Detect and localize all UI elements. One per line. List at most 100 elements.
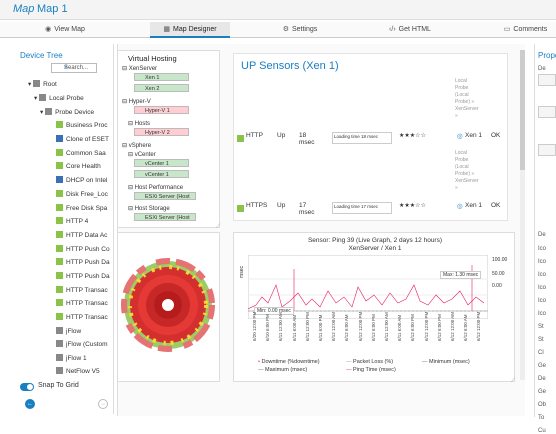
sensor-result: OK: [491, 202, 501, 209]
group-xenserver: ⊟ XenServer: [122, 66, 158, 72]
prop-item[interactable]: St: [538, 324, 544, 330]
resize-handle[interactable]: ⟋: [511, 378, 516, 384]
prop-item[interactable]: De: [538, 66, 546, 72]
tree-node-sensor[interactable]: Core Health: [56, 162, 101, 172]
tree-node-sensor[interactable]: HTTP Data Ac: [56, 231, 107, 241]
sensor-unknown-icon: [56, 354, 63, 361]
back-button[interactable]: ←: [25, 399, 35, 409]
canvas-scrollbar[interactable]: [520, 50, 525, 380]
x-tick-label: 6/20 12:00 PM: [252, 311, 257, 341]
vh-item-vcenter-1[interactable]: vCenter 1: [134, 159, 189, 167]
tree-node-sensor[interactable]: Business Proc: [56, 121, 108, 131]
prop-item[interactable]: De: [538, 376, 546, 382]
vh-item-xen-2[interactable]: Xen 2: [134, 84, 189, 92]
legend-label: Downtime (%downtime): [261, 359, 320, 365]
sensor-row-https[interactable]: HTTPS Up 17 msec Loading time 17 msec ★★…: [237, 150, 507, 218]
scrollbar-thumb[interactable]: [520, 50, 525, 170]
tree-node-sensor[interactable]: jFlow: [56, 327, 81, 337]
check-icon: [237, 135, 244, 142]
vh-item-xen-1[interactable]: Xen 1: [134, 73, 189, 81]
spark-label: Loading time: [334, 204, 360, 209]
tree-node-sensor[interactable]: Free Disk Spa: [56, 204, 107, 214]
legend-item: • Downtime (%downtime): [258, 359, 320, 365]
tree-node-sensor[interactable]: HTTP Push Da: [56, 272, 110, 282]
group-label: vSphere: [128, 143, 152, 149]
tree-node-sensor[interactable]: Disk Free_Loc: [56, 190, 108, 200]
forward-button[interactable]: →: [98, 399, 108, 409]
sensor-ok-icon: [56, 204, 63, 211]
prop-item[interactable]: Ico: [538, 259, 547, 265]
sensor-row-http[interactable]: HTTP Up 18 msec Loading time 18 msec ★★★…: [237, 78, 507, 148]
prop-item[interactable]: To: [538, 415, 545, 421]
group-label: Hyper-V: [128, 99, 151, 105]
vh-item-vcenter-1b[interactable]: vCenter 1: [134, 170, 189, 178]
object-thumbnail[interactable]: [538, 144, 556, 156]
tree-node-sensor[interactable]: HTTP Push Da: [56, 258, 110, 268]
tree-node-sensor[interactable]: Common Saa: [56, 149, 106, 159]
legend-item: — Ping Time (msec): [346, 367, 396, 373]
tree-node-sensor[interactable]: jFlow (Custom: [56, 340, 108, 350]
tree-node-sensor[interactable]: Clone of ESET: [56, 135, 109, 145]
tree-node-sensor[interactable]: HTTP Transac: [56, 313, 108, 323]
vh-item-hyper-v-1[interactable]: Hyper-V 1: [134, 106, 189, 114]
sunburst-widget[interactable]: [117, 232, 220, 382]
item-label: ESXi Server (Host: [145, 215, 190, 221]
tree-node-sensor[interactable]: HTTP Transac: [56, 299, 108, 309]
tree-node-sensor[interactable]: DHCP on Intel: [56, 176, 107, 186]
snap-to-grid-toggle[interactable]: [20, 383, 34, 391]
virtual-hosting-widget[interactable]: Virtual Hosting ⊟ XenServer Xen 1 Xen 2 …: [117, 50, 220, 228]
device-search-input[interactable]: Search... ⌕: [51, 63, 97, 73]
prop-item[interactable]: Ge: [538, 363, 547, 369]
snap-to-grid-label: Snap To Grid: [38, 382, 79, 389]
prop-item[interactable]: Ico: [538, 311, 547, 317]
prop-item[interactable]: De: [538, 232, 546, 238]
prop-item[interactable]: Ico: [538, 298, 547, 304]
item-label: Hyper-V 1: [145, 108, 170, 114]
object-thumbnail[interactable]: [538, 106, 556, 118]
min-label: Min: 0.00 msec: [254, 307, 294, 315]
prop-item[interactable]: Ob: [538, 402, 547, 408]
prop-item[interactable]: Ge: [538, 389, 547, 395]
prop-item[interactable]: Ico: [538, 246, 547, 252]
tab-settings[interactable]: ⚙ Settings: [270, 22, 330, 38]
vh-item-esxi-storage[interactable]: ESXi Server (Host: [134, 213, 196, 221]
tab-comments[interactable]: ▭ Comments: [495, 22, 556, 38]
tree-node-sensor[interactable]: HTTP 4: [56, 217, 88, 227]
sensor-value: 18 msec: [299, 132, 315, 146]
live-graph-widget[interactable]: Sensor: Ping 39 (Live Graph, 2 days 12 h…: [233, 232, 515, 382]
node-label: HTTP Transac: [66, 314, 108, 321]
sensor-paused-icon: [56, 135, 63, 142]
prop-item[interactable]: Ico: [538, 272, 547, 278]
group-label: Hosts: [134, 121, 151, 127]
right-tick: 50.00: [492, 271, 505, 277]
up-sensors-widget[interactable]: UP Sensors (Xen 1) HTTP Up 18 msec Loadi…: [233, 53, 508, 221]
x-tick-label: 6/12 6:00 AM: [344, 314, 350, 341]
tree-node-probe-device[interactable]: ▾ Probe Device: [40, 108, 95, 116]
spark-value: 17 msec: [361, 204, 379, 209]
sensor-sparkline: Loading time 17 msec: [332, 202, 392, 214]
code-icon: ‹/›: [389, 26, 396, 33]
tab-label: Comments: [513, 26, 548, 33]
legend-item: — Packet Loss (%): [346, 359, 393, 365]
vh-item-esxi-perf[interactable]: ESXi Server (Host: [134, 192, 196, 200]
tree-node-sensor[interactable]: HTTP Transac: [56, 286, 108, 296]
tree-node-sensor[interactable]: NetFlow V5: [56, 367, 100, 377]
tab-map-designer[interactable]: ▦ Map Designer: [150, 22, 230, 38]
object-thumbnail[interactable]: [538, 74, 556, 86]
right-tick: 100.00: [492, 257, 508, 263]
vh-item-hyper-v-2[interactable]: Hyper-V 2: [134, 128, 189, 136]
resize-handle[interactable]: ⟋: [216, 224, 221, 230]
prop-item[interactable]: St: [538, 337, 544, 343]
tree-node-local-probe[interactable]: ▾ Local Probe: [34, 94, 84, 102]
x-tick-label: 6/12 6:00 PM: [436, 314, 442, 341]
tree-node-sensor[interactable]: HTTP Push Co: [56, 245, 110, 255]
tab-view-map[interactable]: ◉ View Map: [30, 22, 100, 38]
prop-item[interactable]: Cu: [538, 428, 546, 434]
node-label: Core Health: [66, 163, 101, 170]
tab-get-html[interactable]: ‹/› Get HTML: [380, 22, 440, 38]
tree-node-root[interactable]: ▾ Root: [28, 80, 57, 88]
tree-node-sensor[interactable]: jFlow 1: [56, 354, 87, 364]
prop-item[interactable]: Ico: [538, 285, 547, 291]
node-label: Common Saa: [66, 150, 106, 157]
prop-item[interactable]: Cl: [538, 350, 544, 356]
